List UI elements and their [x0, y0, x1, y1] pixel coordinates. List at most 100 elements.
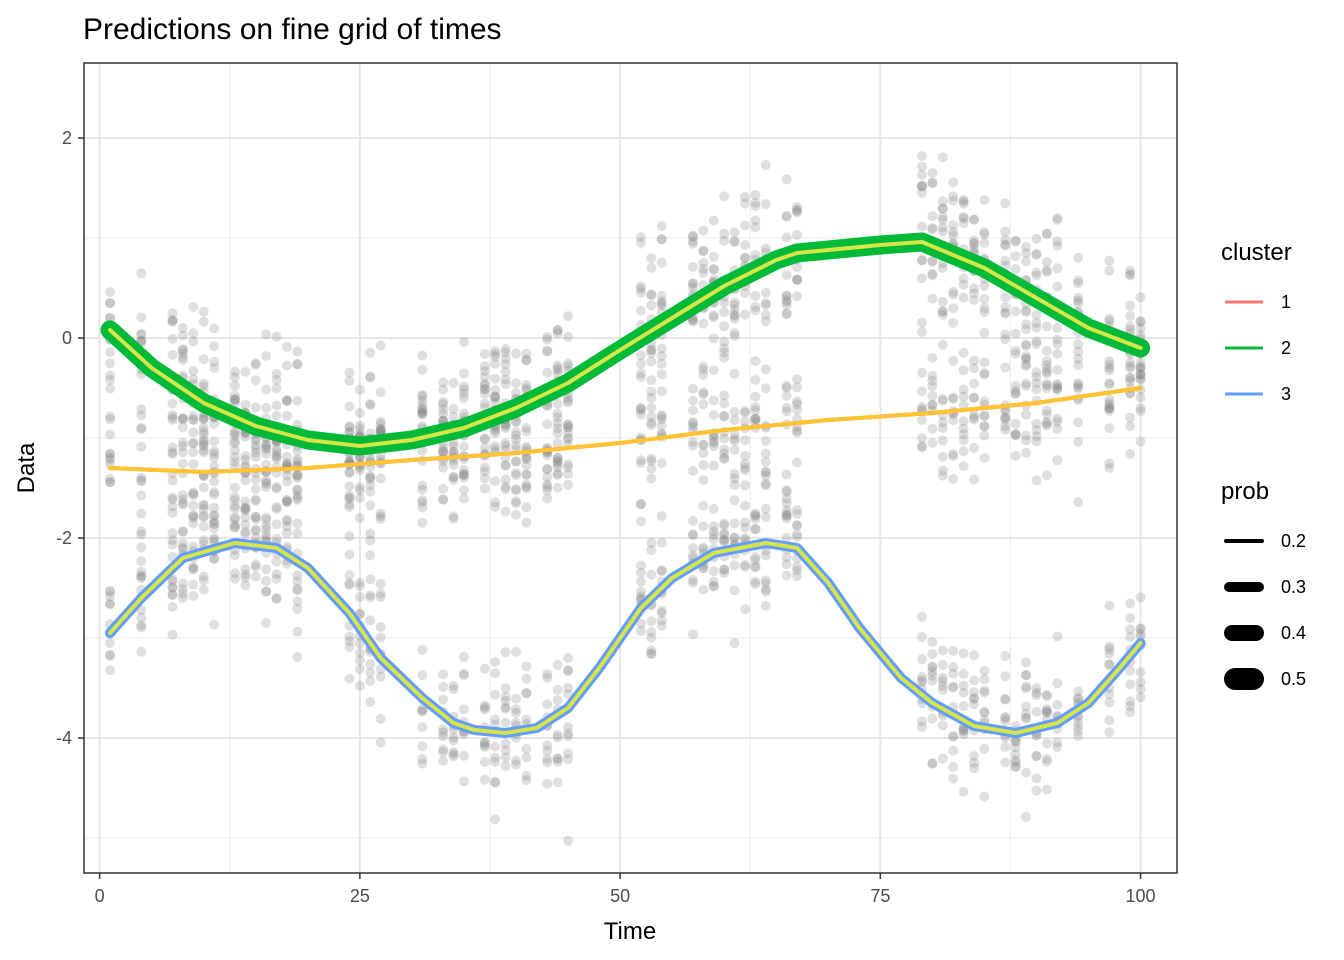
observation-point	[188, 374, 199, 385]
observation-point	[177, 542, 188, 553]
observation-point	[740, 407, 751, 418]
observation-point	[1073, 731, 1084, 742]
observation-point	[209, 341, 220, 352]
observation-point	[1052, 365, 1063, 376]
observation-point	[979, 452, 990, 463]
observation-point	[937, 720, 948, 731]
observation-point	[729, 300, 740, 311]
observation-point	[1135, 316, 1146, 327]
observation-point	[1031, 322, 1042, 333]
observation-point	[1000, 412, 1011, 423]
observation-point	[240, 450, 251, 461]
observation-point	[375, 737, 386, 748]
observation-point	[750, 561, 761, 572]
observation-point	[365, 470, 376, 481]
observation-point	[937, 296, 948, 307]
observation-point	[969, 392, 980, 403]
observation-point	[719, 336, 730, 347]
observation-point	[916, 402, 927, 413]
observation-point	[438, 442, 449, 453]
observation-point	[760, 435, 771, 446]
observation-point	[781, 532, 792, 543]
observation-point	[792, 509, 803, 520]
observation-point	[563, 665, 574, 676]
observation-point	[1052, 348, 1063, 359]
observation-point	[1021, 669, 1032, 680]
observation-point	[240, 564, 251, 575]
observation-point	[417, 480, 428, 491]
observation-point	[500, 344, 511, 355]
observation-point	[656, 537, 667, 548]
observation-point	[240, 475, 251, 486]
observation-point	[490, 756, 501, 767]
observation-point	[365, 697, 376, 708]
observation-point	[646, 412, 657, 423]
observation-point	[563, 459, 574, 470]
observation-point	[1021, 353, 1032, 364]
observation-point	[542, 419, 553, 430]
observation-point	[1052, 334, 1063, 345]
observation-point	[1041, 470, 1052, 481]
observation-point	[542, 753, 553, 764]
observation-point	[438, 494, 449, 505]
observation-point	[1000, 712, 1011, 723]
observation-point	[563, 433, 574, 444]
observation-point	[937, 423, 948, 434]
observation-point	[781, 469, 792, 480]
observation-point	[708, 263, 719, 274]
observation-point	[656, 257, 667, 268]
observation-point	[292, 494, 303, 505]
observation-point	[646, 417, 657, 428]
observation-point	[417, 406, 428, 417]
observation-point	[656, 620, 667, 631]
observation-point	[563, 358, 574, 369]
observation-point	[240, 526, 251, 537]
observation-point	[781, 270, 792, 281]
observation-point	[177, 498, 188, 509]
observation-point	[563, 689, 574, 700]
observation-point	[188, 301, 199, 312]
observation-point	[937, 152, 948, 163]
observation-point	[458, 651, 469, 662]
observation-point	[1021, 351, 1032, 362]
observation-point	[521, 426, 532, 437]
observation-point	[646, 616, 657, 627]
observation-point	[136, 404, 147, 415]
observation-point	[781, 232, 792, 243]
observation-point	[177, 413, 188, 424]
observation-point	[958, 198, 969, 209]
observation-point	[563, 361, 574, 372]
observation-point	[1010, 418, 1021, 429]
observation-point	[719, 191, 730, 202]
observation-point	[229, 366, 240, 377]
observation-point	[760, 578, 771, 589]
observation-point	[719, 347, 730, 358]
observation-point	[969, 750, 980, 761]
observation-point	[750, 523, 761, 534]
observation-point	[229, 482, 240, 493]
observation-point	[354, 512, 365, 523]
observation-point	[719, 398, 730, 409]
observation-point	[916, 676, 927, 687]
observation-point	[448, 680, 459, 691]
observation-point	[1125, 631, 1136, 642]
observation-point	[937, 676, 948, 687]
observation-point	[510, 485, 521, 496]
observation-point	[542, 740, 553, 751]
observation-point	[240, 512, 251, 523]
observation-point	[500, 752, 511, 763]
observation-point	[198, 584, 209, 595]
observation-point	[750, 197, 761, 208]
observation-point	[563, 422, 574, 433]
observation-point	[969, 235, 980, 246]
observation-point	[1104, 397, 1115, 408]
observation-point	[136, 612, 147, 623]
y-axis-ticks: 20-2-4	[56, 128, 84, 748]
observation-point	[479, 442, 490, 453]
observation-point	[740, 480, 751, 491]
observation-point	[958, 279, 969, 290]
observation-point	[500, 761, 511, 772]
observation-point	[1041, 355, 1052, 366]
observation-point	[240, 496, 251, 507]
observation-point	[1041, 753, 1052, 764]
